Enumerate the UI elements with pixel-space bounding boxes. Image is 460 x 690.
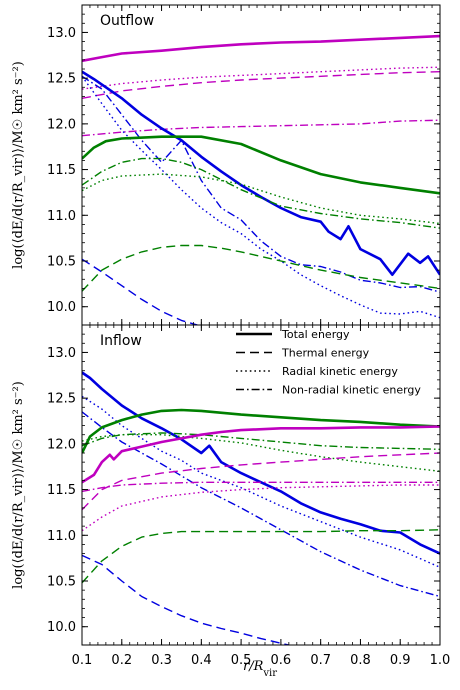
series-magenta-dashed (82, 71, 440, 99)
y-tick-label: 12.0 (47, 117, 76, 132)
y-tick-label: 10.0 (47, 620, 76, 635)
y-tick-label: 11.5 (47, 163, 76, 178)
series-green-dashed (82, 244, 440, 292)
y-axis-label-bottom: log(⟨dE/d(r/R_vir)⟩/M☉ km² s⁻²) (11, 381, 26, 589)
y-tick-label: 11.0 (47, 529, 76, 544)
inflow-panel: 10.0 10.5 11.0 11.5 12.0 12.5 13.0 0.1 0.2 0.3 0.4… (47, 324, 451, 668)
series-blue-dotted (82, 75, 440, 319)
series-blue-dashed (82, 258, 198, 325)
y-tick-label: 10.5 (47, 575, 76, 590)
series-green-dashed (82, 529, 440, 584)
legend-label: Non-radial kinetic energy (282, 384, 421, 397)
series-magenta-dashed (82, 452, 440, 511)
series-green-dotted (82, 173, 440, 225)
x-tick-label: 0.2 (111, 653, 132, 668)
panel-label: Outflow (100, 13, 154, 29)
legend-label: Thermal energy (281, 347, 370, 360)
y-axis-label-top: log(⟨dE/d(r/R_vir)⟩/M☉ km² s⁻²) (11, 61, 26, 269)
series-blue-dotted (82, 395, 440, 568)
axes-frame (81, 324, 441, 646)
y-tick-label: 12.0 (47, 437, 76, 452)
x-tick-label: 0.6 (271, 653, 292, 668)
y-tick-label: 10.0 (47, 300, 76, 315)
y-tick-label: 13.0 (47, 346, 76, 361)
series-magenta-dashdot (82, 481, 440, 493)
series-magenta-dotted (82, 484, 440, 532)
panel-label: Inflow (100, 333, 142, 349)
x-axis-label: r/Rvir (243, 659, 277, 679)
x-tick-label: 0.3 (151, 653, 172, 668)
series-blue-dashdot (82, 411, 440, 598)
x-tick-label: 0.9 (390, 653, 411, 668)
series-green-dashdot (82, 157, 440, 229)
x-tick-label: 0.1 (72, 653, 93, 668)
legend-label: Total energy (281, 328, 350, 341)
series-magenta-solid (82, 425, 440, 484)
legend-label: Radial kinetic energy (282, 365, 398, 378)
series-green-solid (82, 135, 440, 195)
outflow-panel: 10.0 10.5 11.0 11.5 12.0 12.5 13.0 Outflow (47, 4, 441, 326)
series-magenta-dotted (82, 66, 440, 90)
series-magenta-dashdot (82, 119, 440, 137)
series-green-dashdot (82, 432, 440, 450)
y-tick-label: 11.0 (47, 209, 76, 224)
y-tick-label: 11.5 (47, 483, 76, 498)
series-blue-solid (82, 70, 440, 277)
series-blue-dashed (82, 554, 289, 645)
x-tick-label: 1.0 (430, 653, 451, 668)
x-tick-label: 0.7 (310, 653, 331, 668)
y-tick-label: 12.5 (47, 72, 76, 87)
x-tick-label: 0.8 (350, 653, 371, 668)
series-magenta-solid (82, 34, 440, 63)
y-tick-label: 12.5 (47, 392, 76, 407)
y-tick-label: 13.0 (47, 26, 76, 41)
series-green-dotted (82, 434, 440, 472)
series-blue-dashdot (82, 75, 440, 293)
y-tick-label: 10.5 (47, 255, 76, 270)
series-blue-solid (82, 371, 440, 555)
x-tick-label: 0.5 (231, 653, 252, 668)
x-tick-label: 0.4 (191, 653, 212, 668)
series-group (82, 371, 440, 645)
series-group (82, 34, 440, 325)
series-green-solid (82, 408, 440, 454)
